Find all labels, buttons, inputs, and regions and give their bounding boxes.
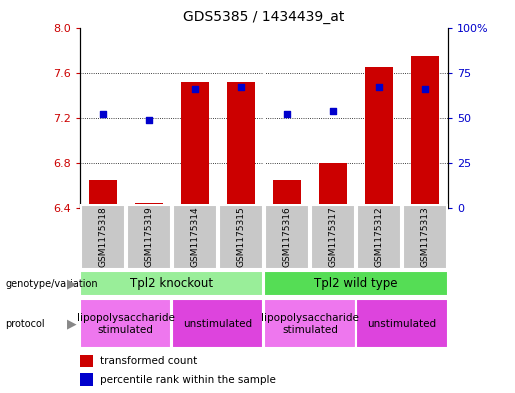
Bar: [181, 82, 209, 208]
Bar: [89, 180, 116, 208]
Text: genotype/variation: genotype/variation: [5, 279, 98, 288]
Bar: [80, 373, 93, 386]
Text: percentile rank within the sample: percentile rank within the sample: [100, 375, 276, 385]
Text: GSM1175318: GSM1175318: [98, 206, 107, 267]
Bar: [264, 299, 355, 348]
Point: [237, 84, 245, 90]
Bar: [80, 271, 264, 296]
Bar: [173, 205, 217, 268]
Point: [191, 86, 199, 92]
Bar: [319, 163, 347, 208]
Text: GSM1175316: GSM1175316: [282, 206, 291, 267]
Text: Tpl2 wild type: Tpl2 wild type: [314, 277, 398, 290]
Text: GSM1175315: GSM1175315: [236, 206, 246, 267]
Text: GSM1175314: GSM1175314: [191, 206, 199, 267]
Text: GSM1175312: GSM1175312: [374, 206, 384, 267]
Bar: [411, 56, 439, 208]
Bar: [265, 205, 309, 268]
Point: [283, 111, 291, 118]
Text: Tpl2 knockout: Tpl2 knockout: [130, 277, 213, 290]
Text: GSM1175313: GSM1175313: [421, 206, 430, 267]
Bar: [356, 299, 448, 348]
Point: [145, 117, 153, 123]
Text: transformed count: transformed count: [100, 356, 197, 366]
Bar: [403, 205, 447, 268]
Bar: [219, 205, 263, 268]
Bar: [273, 180, 301, 208]
Text: lipopolysaccharide
stimulated: lipopolysaccharide stimulated: [77, 313, 175, 334]
Bar: [80, 299, 171, 348]
Bar: [357, 205, 401, 268]
Bar: [81, 205, 125, 268]
Bar: [365, 67, 393, 208]
Text: ▶: ▶: [67, 277, 77, 290]
Bar: [135, 203, 163, 208]
Text: GSM1175319: GSM1175319: [144, 206, 153, 267]
Point: [329, 108, 337, 114]
Point: [375, 84, 383, 90]
Text: unstimulated: unstimulated: [368, 319, 437, 329]
Text: ▶: ▶: [67, 317, 77, 331]
Point: [421, 86, 429, 92]
Text: lipopolysaccharide
stimulated: lipopolysaccharide stimulated: [261, 313, 359, 334]
Title: GDS5385 / 1434439_at: GDS5385 / 1434439_at: [183, 10, 345, 24]
Text: GSM1175317: GSM1175317: [329, 206, 337, 267]
Bar: [80, 355, 93, 367]
Text: protocol: protocol: [5, 319, 45, 329]
Bar: [173, 299, 264, 348]
Text: unstimulated: unstimulated: [183, 319, 252, 329]
Bar: [127, 205, 171, 268]
Point: [99, 111, 107, 118]
Bar: [264, 271, 448, 296]
Bar: [227, 82, 255, 208]
Bar: [311, 205, 355, 268]
